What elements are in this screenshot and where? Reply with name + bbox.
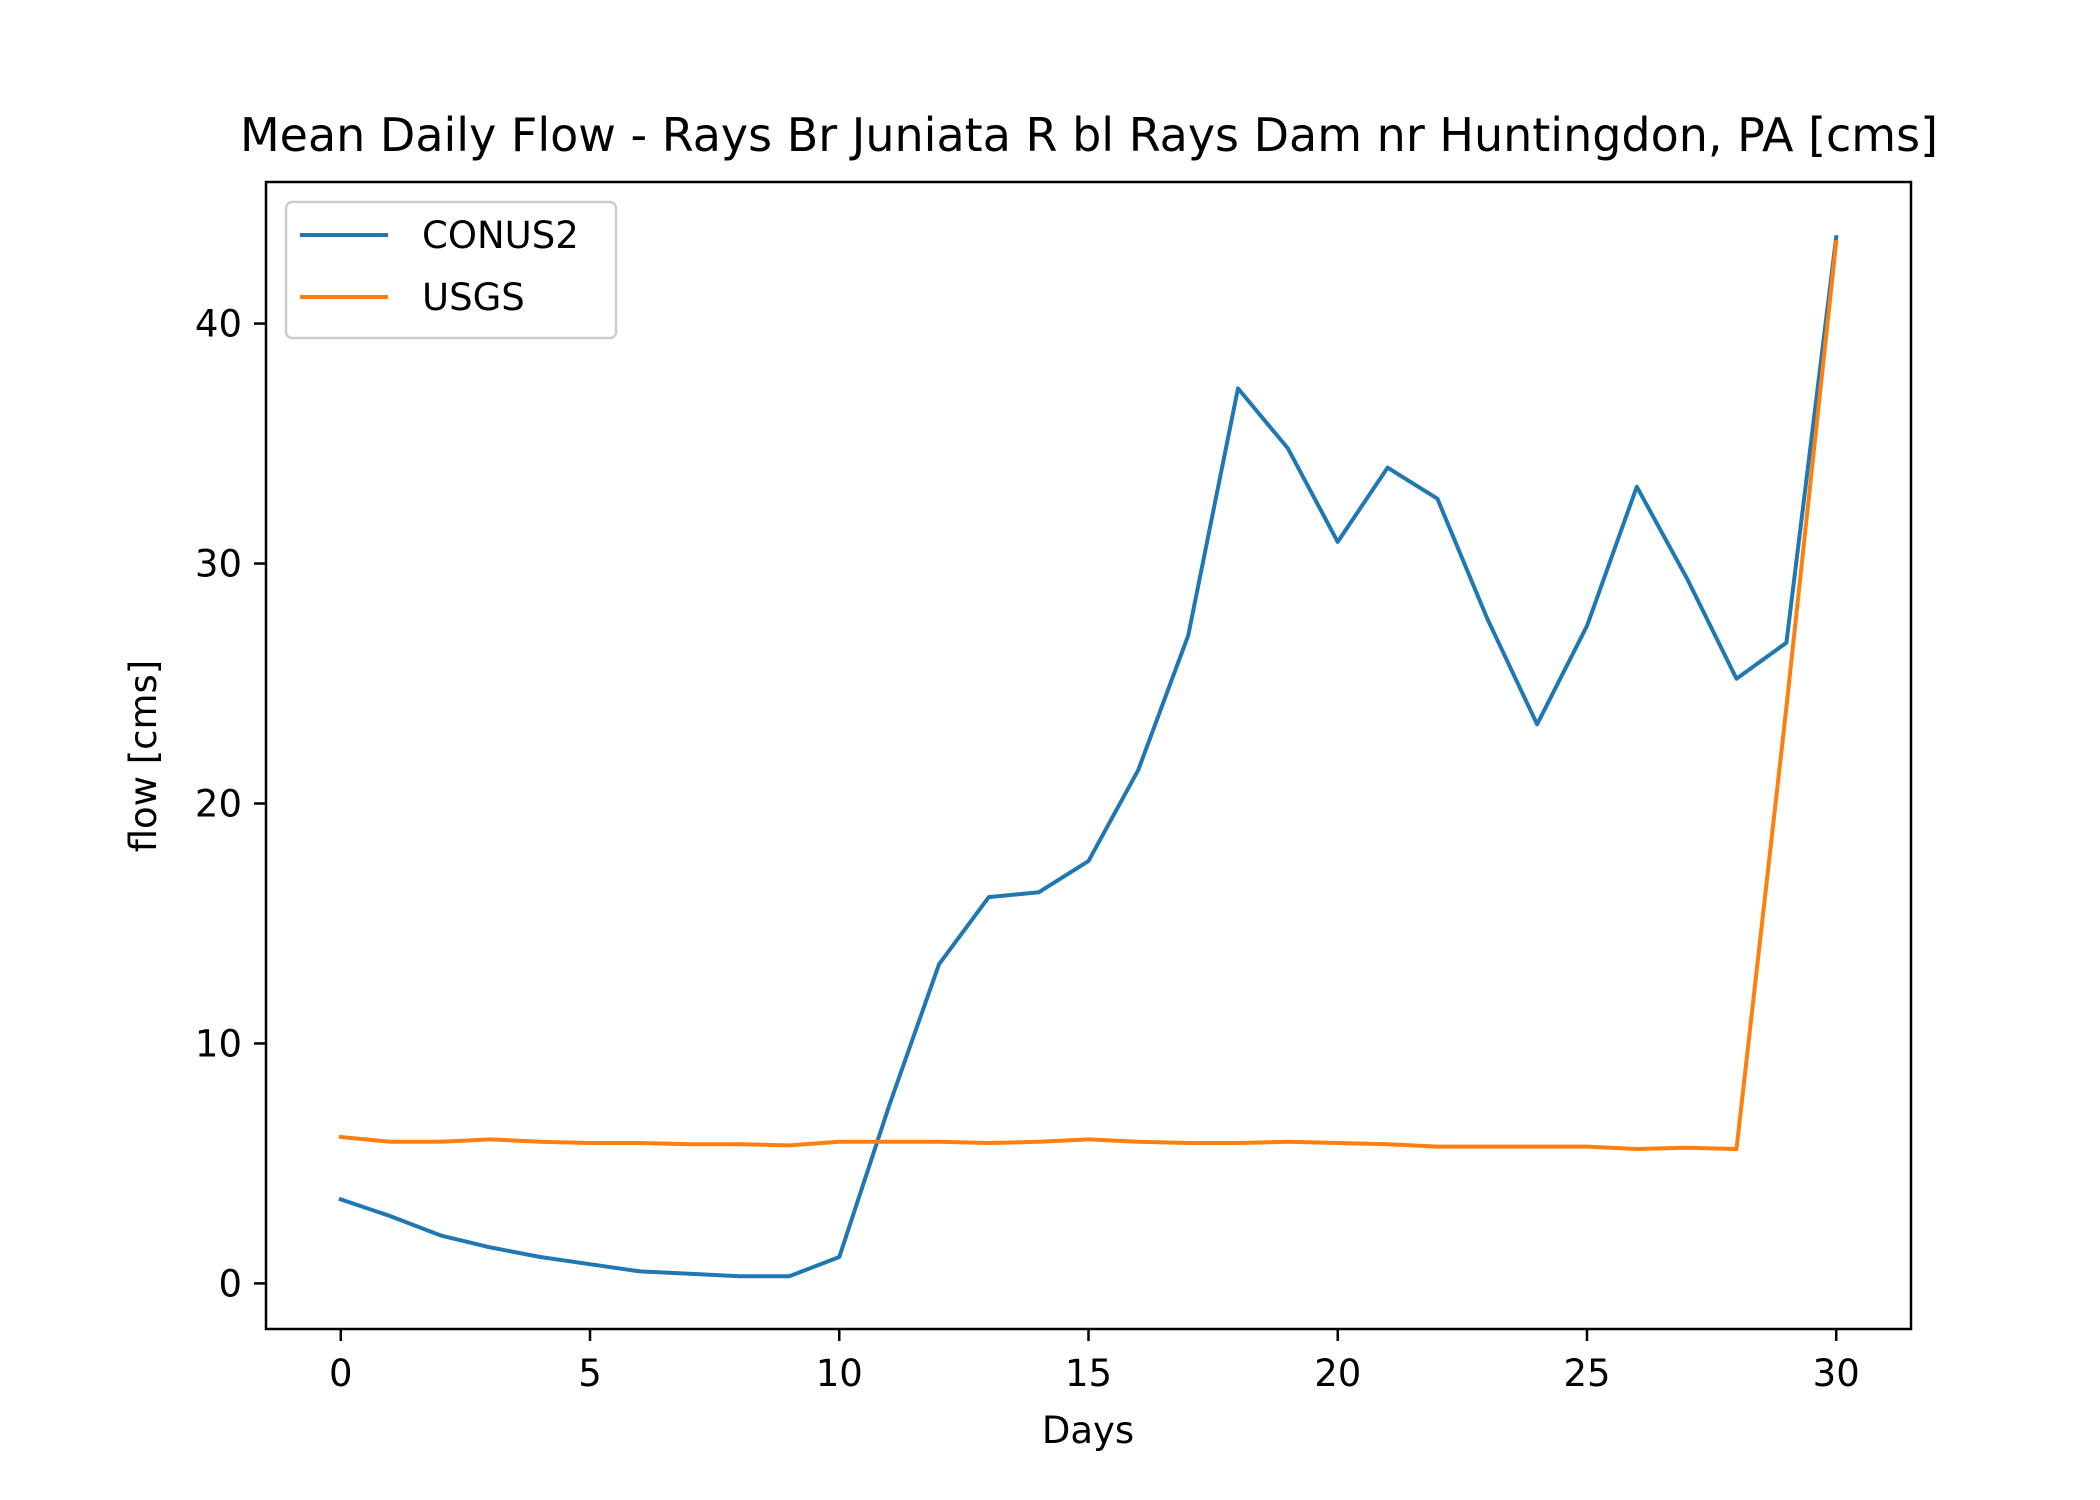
y-tick-label: 30 [195,543,242,586]
series-line-conus2 [338,234,1839,1279]
series-line-usgs [338,239,1839,1151]
legend: CONUS2 USGS [284,200,618,340]
x-axis-label: Days [1042,1409,1134,1452]
chart-title: Mean Daily Flow - Rays Br Juniata R bl R… [240,108,1938,162]
legend-label-usgs: USGS [422,276,525,319]
legend-label-conus2: CONUS2 [422,214,579,257]
y-axis-label: flow [cms] [122,660,165,853]
x-tick-label: 10 [816,1352,863,1395]
y-tick-label: 20 [195,782,242,825]
y-axis: 0 10 20 30 40 [195,303,266,1305]
y-tick-label: 40 [195,303,242,346]
x-tick-label: 0 [329,1352,353,1395]
x-tick-label: 30 [1813,1352,1860,1395]
x-tick-label: 25 [1563,1352,1610,1395]
y-tick-label: 0 [218,1262,242,1305]
x-tick-label: 20 [1314,1352,1361,1395]
x-axis: 0 5 10 15 20 25 30 [329,1329,1860,1395]
plot-area [338,234,1839,1279]
x-tick-label: 15 [1065,1352,1112,1395]
x-tick-label: 5 [578,1352,602,1395]
y-tick-label: 10 [195,1022,242,1065]
